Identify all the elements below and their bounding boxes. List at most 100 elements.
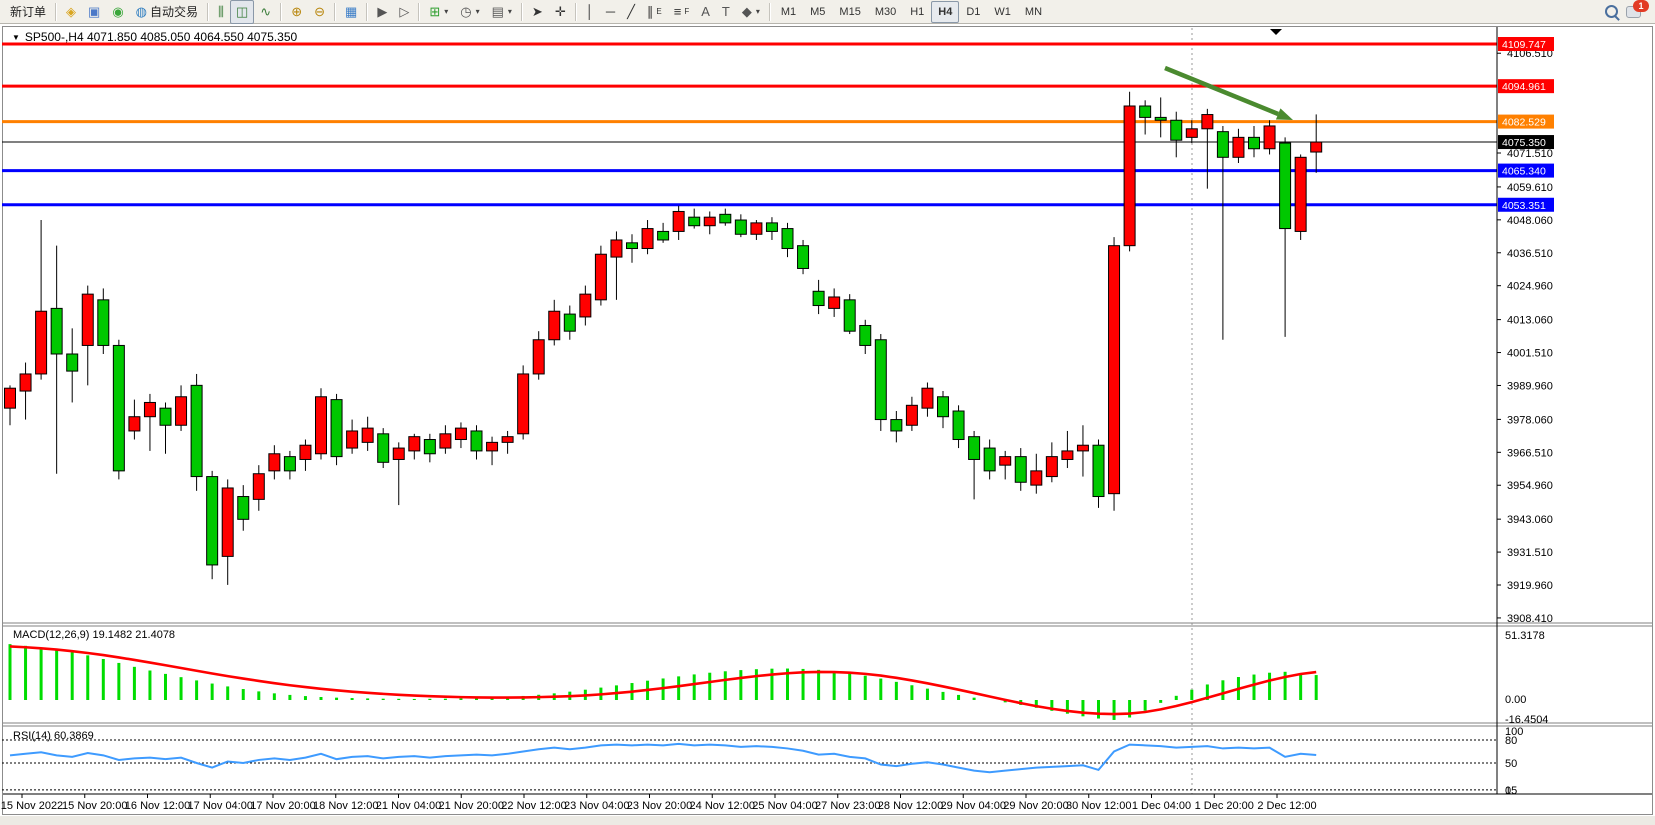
shapes-button[interactable]: ◆ ▾ bbox=[736, 0, 766, 24]
vertical-line-icon[interactable]: │ bbox=[580, 0, 600, 24]
periods-button[interactable]: ◷ ▾ bbox=[454, 0, 485, 24]
down-trend-arrow[interactable] bbox=[1164, 65, 1280, 117]
chart-title-text: SP500-,H4 4071.850 4085.050 4064.550 407… bbox=[24, 30, 298, 44]
price-tick-label: 3943.060 bbox=[1507, 514, 1553, 526]
candle bbox=[548, 310, 561, 341]
toolbar-separator bbox=[768, 2, 771, 21]
candle bbox=[1139, 105, 1152, 118]
signals-icon[interactable]: ◉ bbox=[106, 0, 129, 24]
candle bbox=[377, 433, 390, 463]
zoom-in-icon[interactable]: ⊕ bbox=[285, 0, 308, 24]
candle bbox=[594, 253, 607, 301]
candle-chart-icon[interactable]: ◫ bbox=[230, 0, 255, 24]
chart-header[interactable]: ▼ SP500-,H4 4071.850 4085.050 4064.550 4… bbox=[12, 30, 297, 44]
timeframe-m5[interactable]: M5 bbox=[810, 5, 826, 18]
status-bar bbox=[0, 816, 1655, 825]
market-watch-icon: ▣ bbox=[88, 4, 101, 19]
candle bbox=[657, 230, 670, 241]
price-badge bbox=[1498, 163, 1554, 178]
time-tick-label: 15 Nov 2022 bbox=[1, 800, 63, 812]
candle bbox=[112, 344, 125, 472]
candle bbox=[159, 407, 172, 426]
cursor-icon[interactable]: ➤ bbox=[526, 0, 549, 24]
crosshair-icon[interactable]: ✛ bbox=[549, 0, 572, 24]
rsi-axis-label: 50 bbox=[1505, 758, 1517, 770]
timeframe-m15[interactable]: M15 bbox=[839, 5, 861, 18]
autoscroll-icon[interactable]: ▶ bbox=[371, 0, 393, 24]
fibonacci-icon: ≡ bbox=[673, 4, 682, 19]
price-badge-label: 4082.529 bbox=[1502, 117, 1546, 129]
candle bbox=[579, 293, 592, 318]
candle bbox=[1248, 136, 1260, 150]
candle bbox=[346, 430, 359, 449]
candle bbox=[750, 222, 763, 235]
chart-shift-icon[interactable]: ▷ bbox=[393, 0, 415, 24]
channel-icon[interactable]: ∥ E bbox=[641, 0, 668, 24]
candle bbox=[268, 453, 281, 472]
fibonacci-icon[interactable]: ≡ F bbox=[668, 0, 695, 24]
candle bbox=[1263, 125, 1276, 150]
candle bbox=[361, 427, 374, 443]
macd-indicator-label: MACD(12,26,9) 19.1482 21.4078 bbox=[13, 629, 176, 641]
candle bbox=[765, 222, 778, 232]
templates-button[interactable]: ▤ ▾ bbox=[486, 0, 518, 24]
timeframe-group: M1 M5 M15 M30 H1 H4 D1 W1 MN bbox=[774, 0, 1049, 23]
candle bbox=[1310, 141, 1323, 153]
price-tick-label: 3908.410 bbox=[1507, 613, 1553, 625]
horizontal-line-icon[interactable]: ─ bbox=[600, 0, 621, 24]
signals-icon: ◉ bbox=[112, 4, 124, 19]
time-tick-label: 21 Nov 20:00 bbox=[439, 800, 504, 812]
line-chart-icon[interactable]: ∿ bbox=[254, 0, 277, 24]
timeframe-h1[interactable]: H1 bbox=[910, 5, 925, 18]
candle bbox=[1170, 119, 1183, 141]
text-icon[interactable]: A bbox=[695, 0, 716, 24]
candle bbox=[999, 456, 1012, 466]
candle bbox=[175, 396, 188, 426]
timeframe-m1[interactable]: M1 bbox=[780, 5, 797, 18]
price-badge-label: 4109.747 bbox=[1502, 39, 1546, 51]
crosshair-icon: ✛ bbox=[554, 4, 566, 19]
timeframe-h4[interactable]: H4 bbox=[931, 0, 960, 23]
globe-icon: ◍ bbox=[135, 4, 147, 19]
chart-shift-marker-icon[interactable] bbox=[1270, 29, 1282, 35]
bar-chart-icon[interactable]: ⫼ bbox=[212, 0, 230, 24]
candle bbox=[1232, 136, 1245, 158]
indicators-button[interactable]: ⊞ ▾ bbox=[423, 0, 454, 24]
candle bbox=[97, 299, 110, 346]
macd-axis-label: 51.3178 bbox=[1505, 630, 1545, 642]
trendline-icon[interactable]: ╱ bbox=[621, 0, 641, 24]
indicators-button: ⊞ bbox=[429, 4, 441, 19]
icon-subscript: E bbox=[656, 7, 662, 16]
timeframe-d1[interactable]: D1 bbox=[966, 5, 981, 18]
autotrade-label: 自动交易 bbox=[150, 5, 199, 19]
gold-report-icon[interactable]: ◈ bbox=[60, 0, 82, 24]
new-order-button[interactable]: 新订单 bbox=[4, 0, 52, 24]
candle bbox=[610, 239, 623, 258]
autotrade-button[interactable]: ◍ 自动交易 bbox=[130, 0, 204, 24]
macd-signal-line bbox=[9, 645, 1317, 716]
candle bbox=[19, 373, 32, 392]
chat-button[interactable]: 1 bbox=[1626, 0, 1649, 18]
price-tick-label: 3989.960 bbox=[1507, 380, 1553, 392]
price-tick-label: 4024.960 bbox=[1507, 281, 1553, 293]
tile-windows-icon: ▦ bbox=[345, 4, 358, 19]
price-tick-label: 4106.510 bbox=[1507, 48, 1553, 60]
timeframe-mn[interactable]: MN bbox=[1024, 5, 1043, 18]
zoom-out-icon[interactable]: ⊖ bbox=[308, 0, 331, 24]
channel-icon: ∥ bbox=[646, 4, 654, 19]
candle bbox=[1216, 131, 1229, 158]
cursor-icon: ➤ bbox=[531, 4, 543, 19]
tile-windows-icon[interactable]: ▦ bbox=[339, 0, 363, 24]
periods-button: ◷ bbox=[460, 4, 472, 19]
time-tick-label: 22 Nov 12:00 bbox=[501, 800, 566, 812]
label-icon[interactable]: T bbox=[716, 0, 736, 24]
timeframe-w1[interactable]: W1 bbox=[994, 5, 1011, 18]
candle bbox=[563, 313, 576, 332]
time-tick-label: 28 Nov 12:00 bbox=[878, 800, 943, 812]
search-icon[interactable] bbox=[1605, 5, 1618, 18]
gold-report-icon: ◈ bbox=[66, 4, 77, 19]
market-watch-icon[interactable]: ▣ bbox=[82, 0, 106, 24]
candle bbox=[672, 210, 685, 232]
price-badge-label: 4065.340 bbox=[1502, 166, 1546, 178]
timeframe-m30[interactable]: M30 bbox=[874, 5, 897, 18]
